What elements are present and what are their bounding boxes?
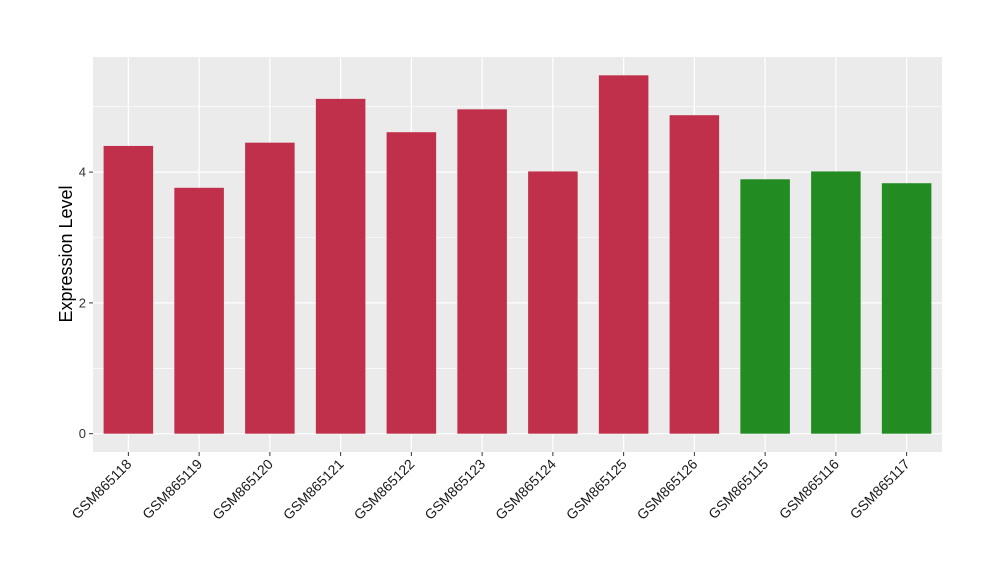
x-tick-label: GSM865122 xyxy=(351,456,418,523)
x-tick-label: GSM865121 xyxy=(280,456,347,523)
y-axis-title: Expression Level xyxy=(56,185,76,322)
minor-gridlines xyxy=(93,106,942,369)
x-tick-label: GSM865116 xyxy=(776,456,842,522)
bar xyxy=(174,187,224,434)
x-tick-label: GSM865117 xyxy=(847,456,913,522)
x-tick-label: GSM865115 xyxy=(705,456,771,522)
y-tick-label: 0 xyxy=(79,426,86,441)
bar xyxy=(881,183,932,434)
bar xyxy=(669,115,720,434)
bar xyxy=(598,75,649,434)
x-tick-label: GSM865123 xyxy=(421,456,488,523)
y-axis: 0 2 4 xyxy=(79,165,93,441)
x-tick-label: GSM865124 xyxy=(492,456,559,523)
bar xyxy=(103,145,154,434)
bar xyxy=(315,98,366,434)
bars xyxy=(103,75,932,434)
bar xyxy=(457,109,507,434)
x-tick-label: GSM865125 xyxy=(563,456,630,523)
x-tick-label: GSM865118 xyxy=(68,456,134,522)
x-axis: GSM865118 GSM865119 GSM865120 GSM865121 GSM8… xyxy=(68,452,913,523)
plot-panel xyxy=(93,57,942,452)
bar xyxy=(811,171,861,434)
bar xyxy=(386,132,437,434)
bar xyxy=(245,142,295,434)
bar xyxy=(528,171,578,434)
bar xyxy=(740,179,790,434)
y-tick-label: 2 xyxy=(79,295,86,310)
x-tick-label: GSM865126 xyxy=(634,456,701,523)
x-tick-label: GSM865119 xyxy=(139,456,205,522)
y-tick-label: 4 xyxy=(79,165,86,180)
x-tick-label: GSM865120 xyxy=(209,456,276,523)
